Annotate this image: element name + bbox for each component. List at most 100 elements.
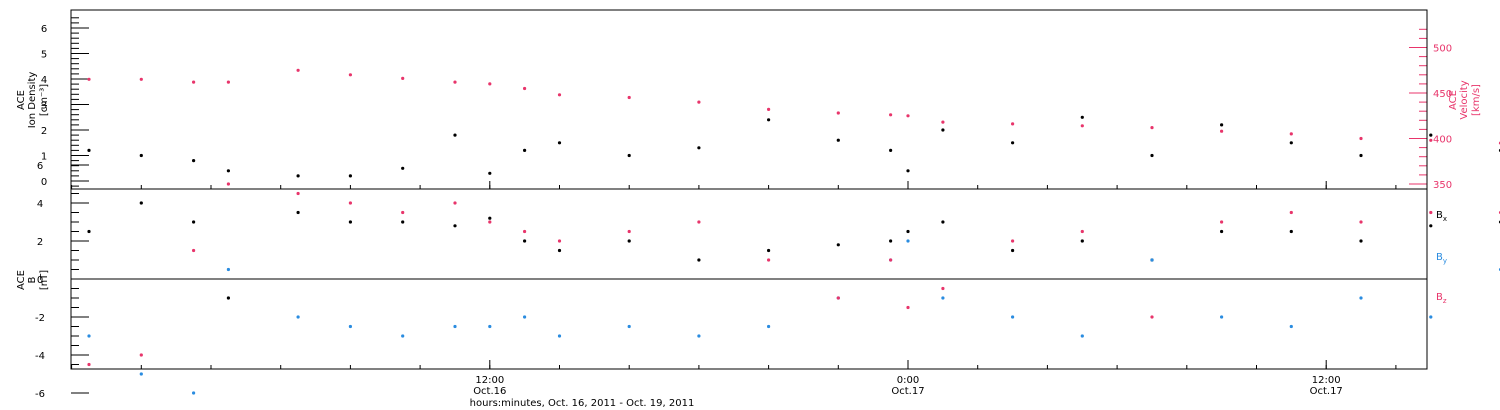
data-point-bx	[767, 248, 771, 253]
data-point-bx	[401, 220, 405, 224]
data-point-bz	[401, 210, 405, 215]
data-point-bz	[941, 286, 945, 291]
data-point-ion-density	[941, 128, 945, 132]
b-tick-label: -2	[35, 313, 45, 324]
data-point-by	[488, 324, 492, 329]
legend-bx-base: B	[1436, 210, 1443, 221]
data-point-bz	[296, 191, 300, 196]
data-point-by	[1150, 258, 1154, 262]
data-point-by	[523, 315, 527, 319]
data-point-bz	[87, 362, 91, 367]
legend-bx-sub: x	[1443, 215, 1447, 223]
data-point-by	[697, 334, 701, 338]
density-tick-label: 5	[41, 50, 47, 61]
data-point-velocity	[523, 86, 527, 91]
data-point-bz	[767, 258, 771, 262]
x-tick-time-label: 12:00	[475, 375, 504, 386]
legend-bz-base: B	[1436, 292, 1443, 303]
data-point-bx	[1080, 239, 1084, 243]
data-point-bz	[836, 296, 840, 300]
data-point-by	[627, 324, 631, 329]
data-point-bx	[192, 220, 196, 224]
data-point-bz	[889, 258, 893, 262]
data-point-bz	[557, 239, 562, 243]
axis-ticks: 12:00Oct.160:00Oct.1712:00Oct.170:00Oct.…	[35, 17, 1452, 400]
data-point-ion-density	[1359, 153, 1363, 158]
data-point-bx	[627, 239, 631, 243]
data-point-bz	[1080, 229, 1084, 234]
data-point-bz	[1359, 220, 1363, 224]
legend-by-sub: y	[1443, 257, 1447, 265]
legend-bx: Bx	[1436, 210, 1447, 223]
data-points	[87, 68, 1500, 395]
data-point-by	[557, 334, 562, 338]
data-point-bx	[557, 248, 562, 253]
top-right-axis-label: ACE Velocity [km/s]	[1448, 80, 1482, 119]
top-left-axis-label: ACE Ion Density [cm⁻³]	[16, 72, 50, 129]
velocity-tick-label: 500	[1433, 44, 1452, 55]
data-point-bz	[348, 201, 352, 205]
x-tick-date-label: Oct.16	[473, 386, 506, 397]
data-point-bz	[1011, 239, 1015, 243]
data-point-ion-density	[192, 159, 196, 163]
b-tick-label: -6	[35, 389, 45, 400]
data-point-velocity	[1220, 129, 1224, 133]
b-label-line1: ACE	[16, 270, 27, 290]
x-axis-title: hours:minutes, Oct. 16, 2011 - Oct. 19, …	[470, 398, 695, 409]
data-point-velocity	[1150, 126, 1154, 130]
velocity-tick-label: 450	[1433, 89, 1452, 100]
data-point-bz	[139, 353, 143, 357]
data-point-bz	[488, 220, 492, 224]
b-tick-label: -4	[35, 351, 45, 362]
data-point-bz	[226, 182, 230, 186]
data-point-by	[401, 334, 405, 338]
data-point-ion-density	[488, 171, 492, 175]
b-tick-label: 4	[37, 199, 43, 210]
data-point-velocity	[1289, 132, 1293, 136]
data-point-velocity	[557, 93, 562, 97]
data-point-bz	[1220, 220, 1224, 224]
density-label-line2: Ion Density	[27, 72, 38, 129]
data-point-ion-density	[557, 141, 562, 145]
data-point-bx	[87, 229, 91, 234]
data-point-ion-density	[1289, 141, 1293, 145]
data-point-by	[941, 296, 945, 300]
data-point-velocity	[941, 120, 945, 124]
data-point-by	[296, 315, 300, 319]
density-label-line3: [cm⁻³]	[39, 84, 50, 116]
x-tick-date-label: Oct.17	[891, 386, 924, 397]
data-point-velocity	[348, 73, 352, 77]
data-point-velocity	[1011, 122, 1015, 126]
data-point-ion-density	[523, 148, 527, 152]
data-point-bx	[488, 216, 492, 220]
data-point-bx	[523, 239, 527, 243]
data-point-bz	[906, 305, 910, 310]
data-point-bx	[1429, 224, 1433, 228]
data-point-bz	[1289, 210, 1293, 215]
data-point-bx	[1289, 229, 1293, 234]
data-point-ion-density	[697, 146, 701, 150]
data-point-by	[348, 324, 352, 329]
velocity-label-line3: [km/s]	[1471, 84, 1482, 116]
data-point-ion-density	[627, 153, 631, 158]
data-point-velocity	[192, 80, 196, 84]
data-point-bx	[296, 210, 300, 215]
data-point-ion-density	[1429, 133, 1433, 137]
density-tick-label: 4	[41, 75, 47, 86]
density-tick-label: 1	[41, 152, 47, 163]
data-point-ion-density	[1220, 123, 1224, 127]
data-point-bx	[453, 224, 457, 228]
data-point-bz	[627, 229, 631, 234]
density-tick-label: 3	[41, 101, 47, 112]
velocity-label-line2: Velocity	[1459, 80, 1470, 119]
x-tick-time-label: 0:00	[897, 375, 919, 386]
x-tick-time-label: 12:00	[1312, 375, 1341, 386]
data-point-ion-density	[906, 169, 910, 173]
legend-by: By	[1436, 252, 1447, 265]
data-point-bz	[453, 201, 457, 205]
data-point-by	[1080, 334, 1084, 338]
legend-bz-sub: z	[1443, 297, 1447, 305]
density-tick-label: 6	[41, 24, 47, 35]
data-point-bx	[697, 258, 701, 262]
